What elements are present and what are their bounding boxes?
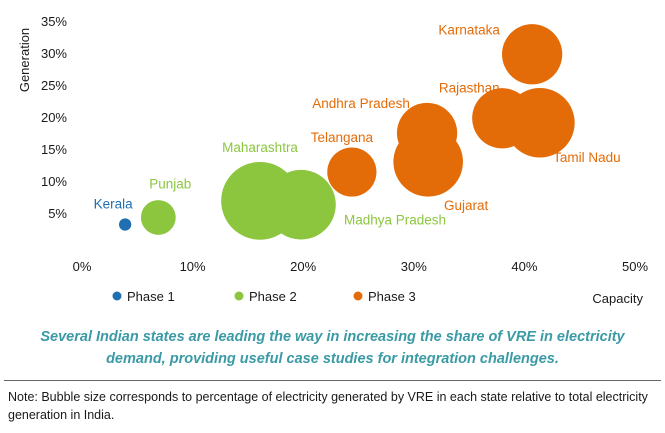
legend-marker <box>234 291 244 301</box>
x-tick-label: 0% <box>73 259 92 274</box>
y-axis-title: Generation <box>17 28 32 92</box>
bubble-label: Andhra Pradesh <box>312 96 410 111</box>
x-tick-label: 50% <box>622 259 648 274</box>
x-tick-label: 30% <box>401 259 427 274</box>
legend-marker <box>353 291 363 301</box>
bubble-label: Tamil Nadu <box>553 150 621 165</box>
x-tick-label: 10% <box>180 259 206 274</box>
bubble-label: Karnataka <box>438 22 500 37</box>
bubble-chart: 5% 10% 15% 20% 25% 30% 35% 0% 10% 20% 30% 40% 50% K… <box>17 14 648 306</box>
bubble-madhya-pradesh <box>266 169 336 240</box>
bubble-punjab <box>140 200 176 235</box>
y-tick-label: 10% <box>41 174 67 189</box>
x-tick-label: 20% <box>290 259 316 274</box>
x-tick-label: 40% <box>511 259 537 274</box>
chart-caption: Several Indian states are leading the wa… <box>40 329 625 367</box>
y-tick-label: 35% <box>41 14 67 29</box>
note-divider <box>4 380 661 381</box>
y-tick-label: 30% <box>41 46 67 61</box>
bubble-label: Punjab <box>149 176 191 191</box>
bubble-gujarat <box>393 127 463 197</box>
bubble-label: Gujarat <box>444 198 489 213</box>
bubble-tamil-nadu <box>505 87 575 158</box>
y-tick-label: 25% <box>41 78 67 93</box>
bubble-karnataka <box>502 24 563 85</box>
footnote: Note: Bubble size corresponds to percent… <box>8 390 648 422</box>
bubble-kerala <box>118 218 132 231</box>
bubble-label: Rajasthan <box>439 80 500 95</box>
bubble-label: Kerala <box>94 197 134 212</box>
x-axis-title: Capacity <box>592 291 643 306</box>
legend-label: Phase 2 <box>249 289 297 304</box>
bubble-label: Telangana <box>311 130 374 145</box>
legend-marker <box>112 291 122 301</box>
y-tick-label: 20% <box>41 110 67 125</box>
legend-label: Phase 1 <box>127 289 175 304</box>
y-tick-label: 5% <box>48 206 67 221</box>
bubble-telangana <box>327 147 377 197</box>
bubble-label: Madhya Pradesh <box>344 213 446 228</box>
y-tick-label: 15% <box>41 142 67 157</box>
bubble-label: Maharashtra <box>222 140 298 155</box>
legend-label: Phase 3 <box>368 289 416 304</box>
